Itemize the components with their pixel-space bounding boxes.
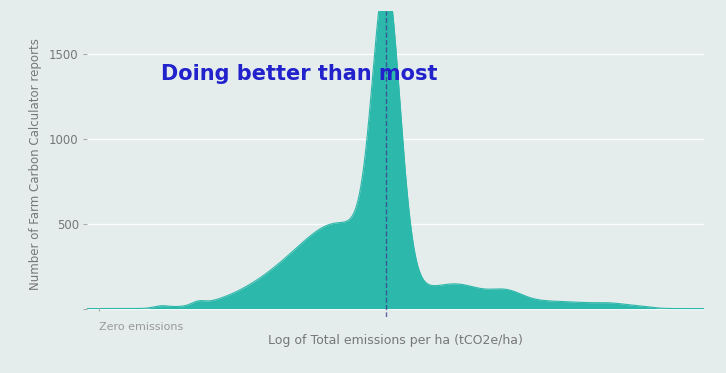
X-axis label: Log of Total emissions per ha (tCO2e/ha): Log of Total emissions per ha (tCO2e/ha)	[268, 334, 523, 347]
Text: Doing better than most: Doing better than most	[161, 64, 438, 84]
Text: Zero emissions: Zero emissions	[99, 322, 184, 332]
Y-axis label: Number of Farm Carbon Calculator reports: Number of Farm Carbon Calculator reports	[29, 38, 42, 290]
